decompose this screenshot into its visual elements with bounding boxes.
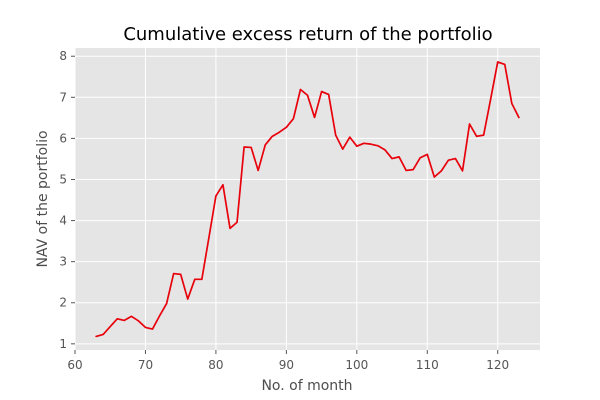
y-tick-label: 8	[59, 49, 67, 63]
y-tick-label: 7	[59, 90, 67, 104]
x-tick-label: 100	[345, 358, 368, 372]
x-tick-label: 80	[208, 358, 223, 372]
chart-title: Cumulative excess return of the portfoli…	[123, 24, 492, 45]
x-axis-label: No. of month	[261, 378, 352, 394]
x-tick-label: 60	[67, 358, 82, 372]
series-line	[95, 61, 520, 338]
y-tick-label: 1	[59, 337, 67, 351]
plot-area	[75, 48, 540, 350]
y-tick-label: 4	[59, 214, 67, 228]
series-layer	[95, 61, 520, 338]
x-tick-label: 110	[416, 358, 439, 372]
x-tick-label: 120	[486, 358, 509, 372]
y-tick-label: 6	[59, 131, 67, 145]
axis-ticks: 60 70 80 90 100 110 120 1 2 3 4 5 6 7 8	[59, 49, 509, 372]
x-tick-label: 70	[138, 358, 153, 372]
y-tick-label: 5	[59, 172, 67, 186]
y-tick-label: 3	[59, 255, 67, 269]
y-axis-label: NAV of the portfolio	[35, 130, 51, 267]
y-tick-label: 2	[59, 296, 67, 310]
x-tick-label: 90	[279, 358, 294, 372]
